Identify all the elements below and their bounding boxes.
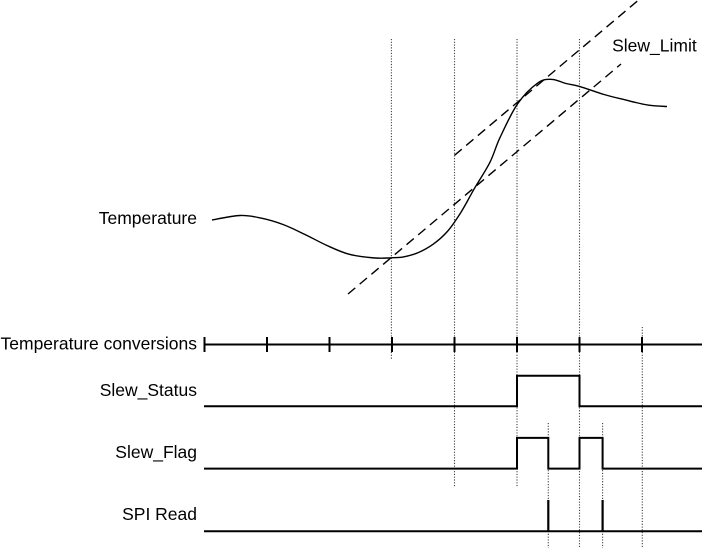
svg-text:Slew_Status: Slew_Status — [100, 380, 198, 401]
svg-text:Temperature conversions: Temperature conversions — [1, 334, 198, 354]
svg-text:Temperature: Temperature — [99, 208, 197, 228]
svg-text:Slew_Flag: Slew_Flag — [115, 442, 197, 463]
svg-text:SPI Read: SPI Read — [122, 504, 197, 524]
svg-text:Slew_Limit: Slew_Limit — [612, 35, 697, 56]
